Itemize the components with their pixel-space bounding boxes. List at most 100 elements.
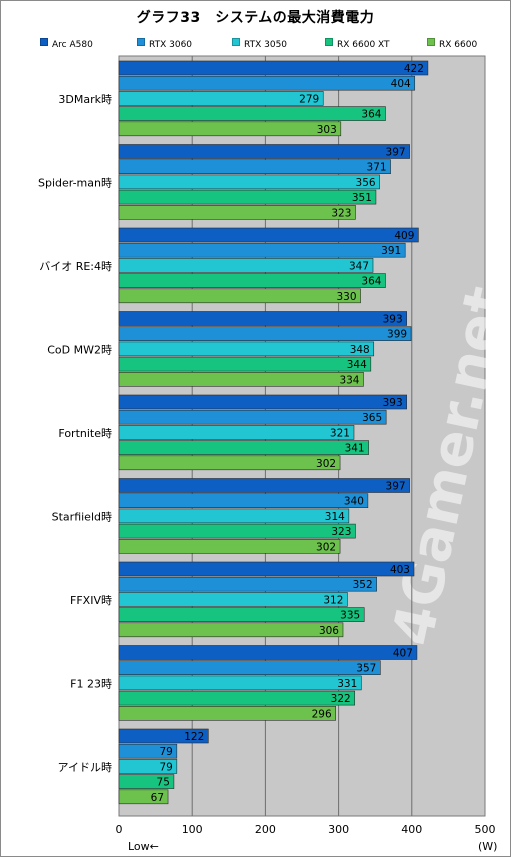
bar: [118, 174, 380, 190]
data-label: 296: [312, 708, 332, 720]
legend-swatch: [325, 38, 333, 46]
chart-title: グラフ33 システムの最大消費電力: [136, 10, 375, 26]
bar: [118, 607, 365, 622]
bar: [118, 774, 175, 789]
category-label: Starfiield時: [52, 511, 112, 524]
data-label: 391: [381, 245, 401, 257]
data-label: 79: [159, 746, 172, 758]
bar: [118, 159, 391, 174]
data-label: 407: [393, 648, 413, 660]
data-label: 348: [350, 344, 370, 356]
bar: [118, 538, 341, 554]
x-tick-label: 100: [182, 823, 203, 836]
legend-label: RTX 3050: [244, 40, 288, 50]
data-label: 306: [319, 625, 339, 637]
bar: [118, 288, 361, 304]
bar: [118, 478, 410, 493]
bar: [118, 728, 209, 744]
x-tick-label: 300: [328, 823, 349, 836]
bar: [118, 91, 324, 106]
data-label: 340: [344, 496, 364, 508]
bar: [118, 258, 374, 273]
legend-label: Arc A580: [52, 40, 93, 50]
bar: [118, 394, 407, 410]
data-label: 279: [299, 93, 319, 105]
data-label: 365: [362, 412, 382, 424]
data-label: 422: [404, 63, 424, 75]
x-axis-label: Low←: [128, 840, 159, 853]
legend-label: RTX 3060: [149, 40, 193, 50]
bar: [118, 759, 178, 774]
data-label: 403: [390, 564, 410, 576]
data-label: 397: [386, 147, 406, 159]
bar: [118, 705, 336, 721]
bar: [118, 493, 369, 509]
chart-legend: Arc A580 RTX 3060 RTX 3050 RX 6600 XT RX 660…: [0, 38, 511, 50]
data-label: 314: [325, 511, 345, 523]
data-label: 330: [337, 291, 357, 303]
x-tick-label: 500: [475, 823, 496, 836]
bar: [118, 242, 406, 258]
data-label: 364: [361, 276, 381, 288]
data-label: 393: [383, 397, 403, 409]
bar: [118, 356, 372, 372]
data-label: 393: [383, 314, 403, 326]
data-label: 351: [352, 192, 372, 204]
legend-label: RX 6600 XT: [337, 40, 390, 50]
data-label: 322: [331, 693, 351, 705]
data-label: 356: [356, 177, 376, 189]
category-label: FFXIV時: [70, 594, 112, 607]
bar: [118, 508, 350, 524]
category-label: アイドル時: [58, 761, 112, 774]
bar: [118, 106, 386, 121]
x-tick-label: 400: [401, 823, 422, 836]
bar: [118, 144, 410, 159]
category-label: Spider-man時: [38, 177, 112, 190]
bar: [118, 311, 407, 326]
bar: [118, 371, 364, 387]
bar: [118, 675, 362, 691]
data-label: 302: [316, 541, 336, 553]
bar: [118, 60, 429, 76]
data-label: 335: [340, 610, 360, 622]
bar: [118, 622, 344, 638]
data-label: 397: [386, 481, 406, 493]
data-label: 323: [331, 526, 351, 538]
data-label: 347: [349, 260, 369, 272]
legend-swatch: [232, 38, 240, 46]
bar: [118, 440, 369, 455]
data-label: 399: [387, 329, 407, 341]
data-label: 67: [151, 792, 164, 804]
data-label: 404: [391, 78, 411, 90]
data-label: 334: [339, 374, 359, 386]
x-tick-label: 200: [255, 823, 276, 836]
bar: [118, 645, 418, 660]
legend-swatch: [40, 38, 48, 46]
bar: [118, 341, 375, 357]
category-label: F1 23時: [70, 678, 112, 691]
legend-item: RX 6600 XT: [325, 38, 390, 51]
bar: [118, 576, 377, 592]
data-label: 357: [356, 663, 376, 675]
legend-swatch: [137, 38, 145, 46]
bar: [118, 690, 356, 706]
category-label: CoD MW2時: [47, 344, 112, 357]
bar: [118, 227, 419, 243]
data-label: 321: [330, 427, 350, 439]
bar: [118, 425, 355, 440]
bar: [118, 789, 169, 805]
bar: [118, 409, 387, 425]
bar: [118, 121, 342, 137]
legend-item: RTX 3060: [137, 38, 192, 51]
bar: [118, 326, 412, 342]
legend-item: Arc A580: [40, 38, 93, 51]
bar: [118, 455, 341, 471]
data-label: 302: [316, 458, 336, 470]
legend-item: RTX 3050: [232, 38, 287, 51]
data-label: 75: [157, 777, 170, 789]
data-label: 409: [394, 230, 414, 242]
data-label: 323: [331, 207, 351, 219]
data-label: 79: [159, 761, 172, 773]
x-tick-label: 0: [116, 823, 123, 836]
